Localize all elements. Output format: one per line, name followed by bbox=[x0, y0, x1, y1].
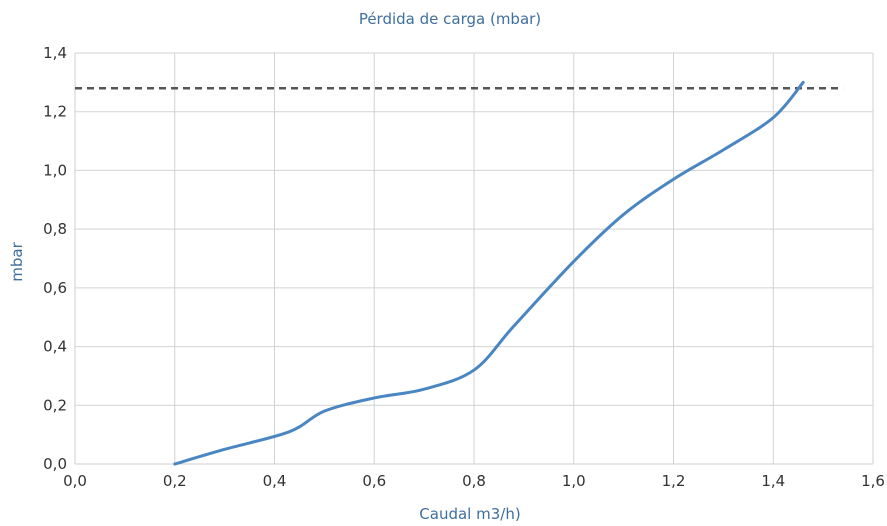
x-axis-label: Caudal m3/h) bbox=[419, 505, 520, 523]
grid bbox=[74, 52, 874, 465]
y-tick-label: 0,0 bbox=[43, 455, 67, 473]
y-tick-label: 1,2 bbox=[43, 103, 67, 121]
x-tick-label: 0,8 bbox=[462, 472, 486, 490]
series bbox=[173, 80, 805, 466]
y-axis-label: mbar bbox=[8, 241, 26, 281]
x-tick-label: 1,6 bbox=[861, 472, 885, 490]
x-tick-label: 0,0 bbox=[63, 472, 87, 490]
x-tick-label: 0,2 bbox=[163, 472, 187, 490]
x-tick-label: 1,2 bbox=[662, 472, 686, 490]
x-tick-label: 0,4 bbox=[263, 472, 287, 490]
tick-labels: 0,0 0,2 0,4 0,6 0,8 1,0 1,2 1,4 1,6 0,0 0,2 0,4 0,6 0… bbox=[43, 44, 885, 490]
x-tick-label: 0,6 bbox=[362, 472, 386, 490]
y-tick-label: 0,2 bbox=[43, 396, 67, 414]
series-line bbox=[173, 80, 805, 466]
chart-title: Pérdida de carga (mbar) bbox=[359, 10, 541, 28]
y-tick-label: 1,0 bbox=[43, 161, 67, 179]
y-tick-label: 0,4 bbox=[43, 338, 67, 356]
axes bbox=[74, 53, 873, 465]
x-tick-label: 1,4 bbox=[761, 472, 785, 490]
y-tick-label: 0,6 bbox=[43, 279, 67, 297]
x-tick-label: 1,0 bbox=[562, 472, 586, 490]
y-tick-label: 1,4 bbox=[43, 44, 67, 62]
y-tick-label: 0,8 bbox=[43, 220, 67, 238]
